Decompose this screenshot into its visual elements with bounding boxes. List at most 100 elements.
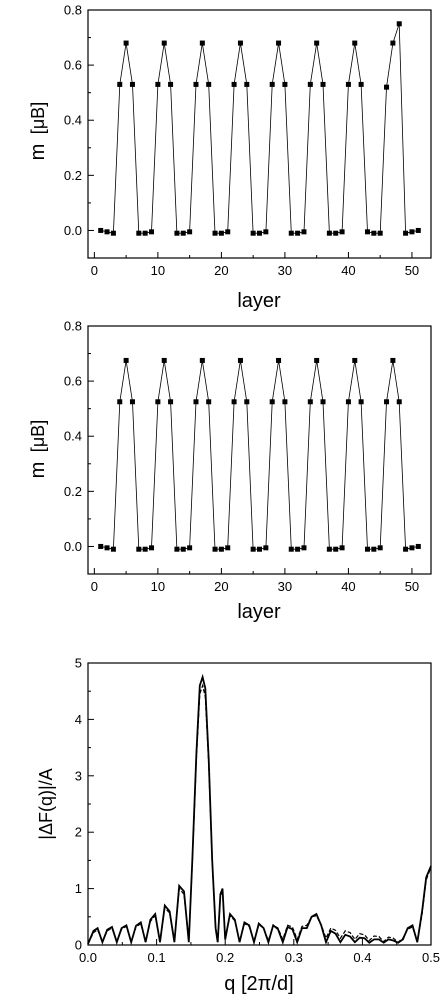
- data-point: [339, 545, 345, 551]
- series-line-1: [87, 683, 432, 945]
- x-tick-label: 0.4: [353, 950, 371, 965]
- x-tick-label: 10: [151, 263, 165, 278]
- y-axis-label-unit: [μB]: [28, 102, 48, 134]
- data-point: [212, 230, 218, 236]
- data-point: [326, 546, 332, 552]
- data-point: [384, 399, 390, 405]
- y-tick-label: 0.2: [64, 484, 82, 499]
- y-tick-label: 0.6: [64, 374, 82, 389]
- data-point: [161, 40, 167, 46]
- data-point: [269, 399, 275, 405]
- series-line-0: [87, 673, 432, 946]
- tick-labels: 0 10 20 30 40 50 0.0 0.2 0.4 0.6 0.8: [64, 319, 419, 595]
- x-tick-label: 0.5: [422, 950, 440, 965]
- data-point: [237, 357, 243, 363]
- data-point: [123, 357, 129, 363]
- data-point: [409, 545, 415, 551]
- data-point: [155, 399, 161, 405]
- data-point: [257, 230, 262, 236]
- x-tick-label: 0.2: [216, 950, 234, 965]
- data-point: [129, 399, 135, 405]
- data-point: [314, 40, 320, 46]
- data-point: [250, 546, 256, 552]
- ticks: [88, 325, 413, 575]
- data-point: [409, 229, 415, 235]
- x-tick-label: 0: [91, 263, 98, 278]
- data-point: [295, 546, 301, 552]
- y-axis-label-symbol: m: [27, 144, 49, 161]
- ticks: [87, 662, 432, 946]
- data-point: [244, 399, 250, 405]
- y-axis-label-symbol: m: [27, 462, 49, 479]
- data-point: [237, 40, 243, 46]
- data-point: [149, 229, 155, 235]
- data-point: [333, 230, 339, 236]
- data-point: [218, 230, 224, 236]
- ticks: [88, 9, 413, 259]
- data-point: [225, 229, 231, 235]
- data-point: [98, 543, 104, 549]
- y-tick-label: 0.0: [64, 223, 82, 238]
- data-point: [129, 81, 135, 87]
- data-point: [345, 81, 351, 87]
- data-point: [396, 399, 402, 405]
- data-point: [320, 399, 326, 405]
- data-point: [123, 40, 129, 46]
- data-point: [403, 546, 409, 552]
- data-point: [231, 81, 237, 87]
- y-tick-label: 0.4: [64, 429, 82, 444]
- series-area: [98, 21, 421, 236]
- data-point: [225, 545, 231, 551]
- data-point: [161, 357, 167, 363]
- x-axis-label: layer: [237, 290, 281, 312]
- data-point: [301, 229, 307, 235]
- data-point: [301, 545, 307, 551]
- data-point: [149, 545, 155, 551]
- data-point: [358, 81, 364, 87]
- data-point: [352, 40, 358, 46]
- y-axis-label-unit: [μB]: [28, 420, 48, 452]
- data-point: [320, 81, 326, 87]
- data-point: [415, 227, 421, 233]
- data-point: [110, 546, 116, 552]
- series-area: [98, 357, 421, 552]
- data-point: [199, 357, 205, 363]
- data-point: [282, 81, 288, 87]
- data-point: [212, 546, 218, 552]
- panel-middle-magnetization: 0 10 20 30 40 50 0.0 0.2 0.4 0.6 0.8 layer m [μB]: [27, 319, 432, 623]
- x-tick-label: 40: [341, 579, 355, 594]
- y-tick-label: 0.2: [64, 168, 82, 183]
- data-point: [155, 81, 161, 87]
- y-tick-label: 5: [75, 656, 82, 671]
- data-point: [269, 81, 275, 87]
- tick-labels: 0 10 20 30 40 50 0.0 0.2 0.4 0.6 0.8: [64, 3, 419, 279]
- y-tick-label: 0.8: [64, 319, 82, 334]
- x-tick-label: 0.1: [148, 950, 166, 965]
- data-point: [352, 357, 358, 363]
- y-tick-label: 3: [75, 768, 82, 783]
- x-tick-label: 0.3: [285, 950, 303, 965]
- y-tick-label: 0.4: [64, 113, 82, 128]
- x-tick-label: 20: [214, 579, 228, 594]
- x-axis-label: layer: [237, 601, 281, 623]
- data-point: [244, 81, 250, 87]
- data-point: [206, 81, 212, 87]
- x-tick-label: 0.0: [79, 950, 97, 965]
- data-point: [333, 546, 339, 552]
- data-point: [358, 399, 364, 405]
- data-point: [180, 546, 186, 552]
- data-point: [168, 399, 174, 405]
- data-point: [187, 229, 193, 235]
- plot-frame: [87, 9, 432, 259]
- data-point: [231, 399, 237, 405]
- data-point: [174, 546, 180, 552]
- y-axis-label: m [μB]: [27, 420, 49, 479]
- data-point: [117, 399, 123, 405]
- data-point: [390, 357, 396, 363]
- y-axis-label: m [μB]: [27, 102, 49, 161]
- data-point: [206, 399, 212, 405]
- series-line-0: [100, 360, 419, 550]
- data-point: [396, 21, 402, 27]
- data-point: [174, 230, 180, 236]
